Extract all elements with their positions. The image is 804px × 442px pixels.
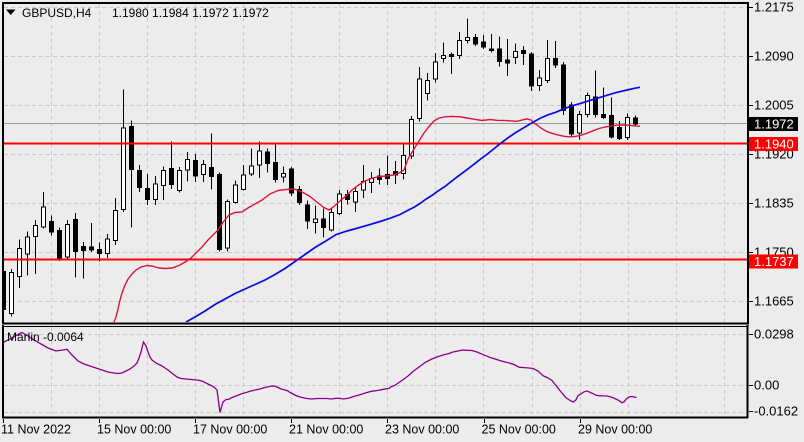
svg-text:1.2090: 1.2090 (754, 49, 794, 64)
svg-text:23 Nov 00:00: 23 Nov 00:00 (385, 423, 459, 437)
svg-text:1.1972: 1.1972 (754, 117, 794, 132)
svg-text:1.1665: 1.1665 (754, 294, 794, 309)
svg-text:GBPUSD,H4: GBPUSD,H4 (22, 6, 92, 20)
svg-text:0.00: 0.00 (754, 378, 779, 393)
svg-text:15 Nov 00:00: 15 Nov 00:00 (97, 423, 171, 437)
svg-text:25 Nov 00:00: 25 Nov 00:00 (482, 423, 556, 437)
svg-text:1.1737: 1.1737 (754, 254, 794, 269)
svg-text:21 Nov 00:00: 21 Nov 00:00 (289, 423, 363, 437)
svg-text:1.2175: 1.2175 (754, 0, 794, 15)
svg-text:-0.0162: -0.0162 (754, 404, 798, 419)
svg-text:1.1835: 1.1835 (754, 196, 794, 211)
svg-text:1.1940: 1.1940 (754, 137, 794, 152)
svg-text:1.2005: 1.2005 (754, 98, 794, 113)
svg-text:17 Nov 00:00: 17 Nov 00:00 (193, 423, 267, 437)
svg-text:0.0298: 0.0298 (754, 327, 794, 342)
svg-text:Marlin -0.0064: Marlin -0.0064 (7, 330, 84, 344)
svg-text:29 Nov 00:00: 29 Nov 00:00 (578, 423, 652, 437)
svg-text:1.1980 1.1984 1.1972 1.1972: 1.1980 1.1984 1.1972 1.1972 (112, 6, 269, 20)
svg-text:11 Nov 2022: 11 Nov 2022 (1, 423, 71, 437)
